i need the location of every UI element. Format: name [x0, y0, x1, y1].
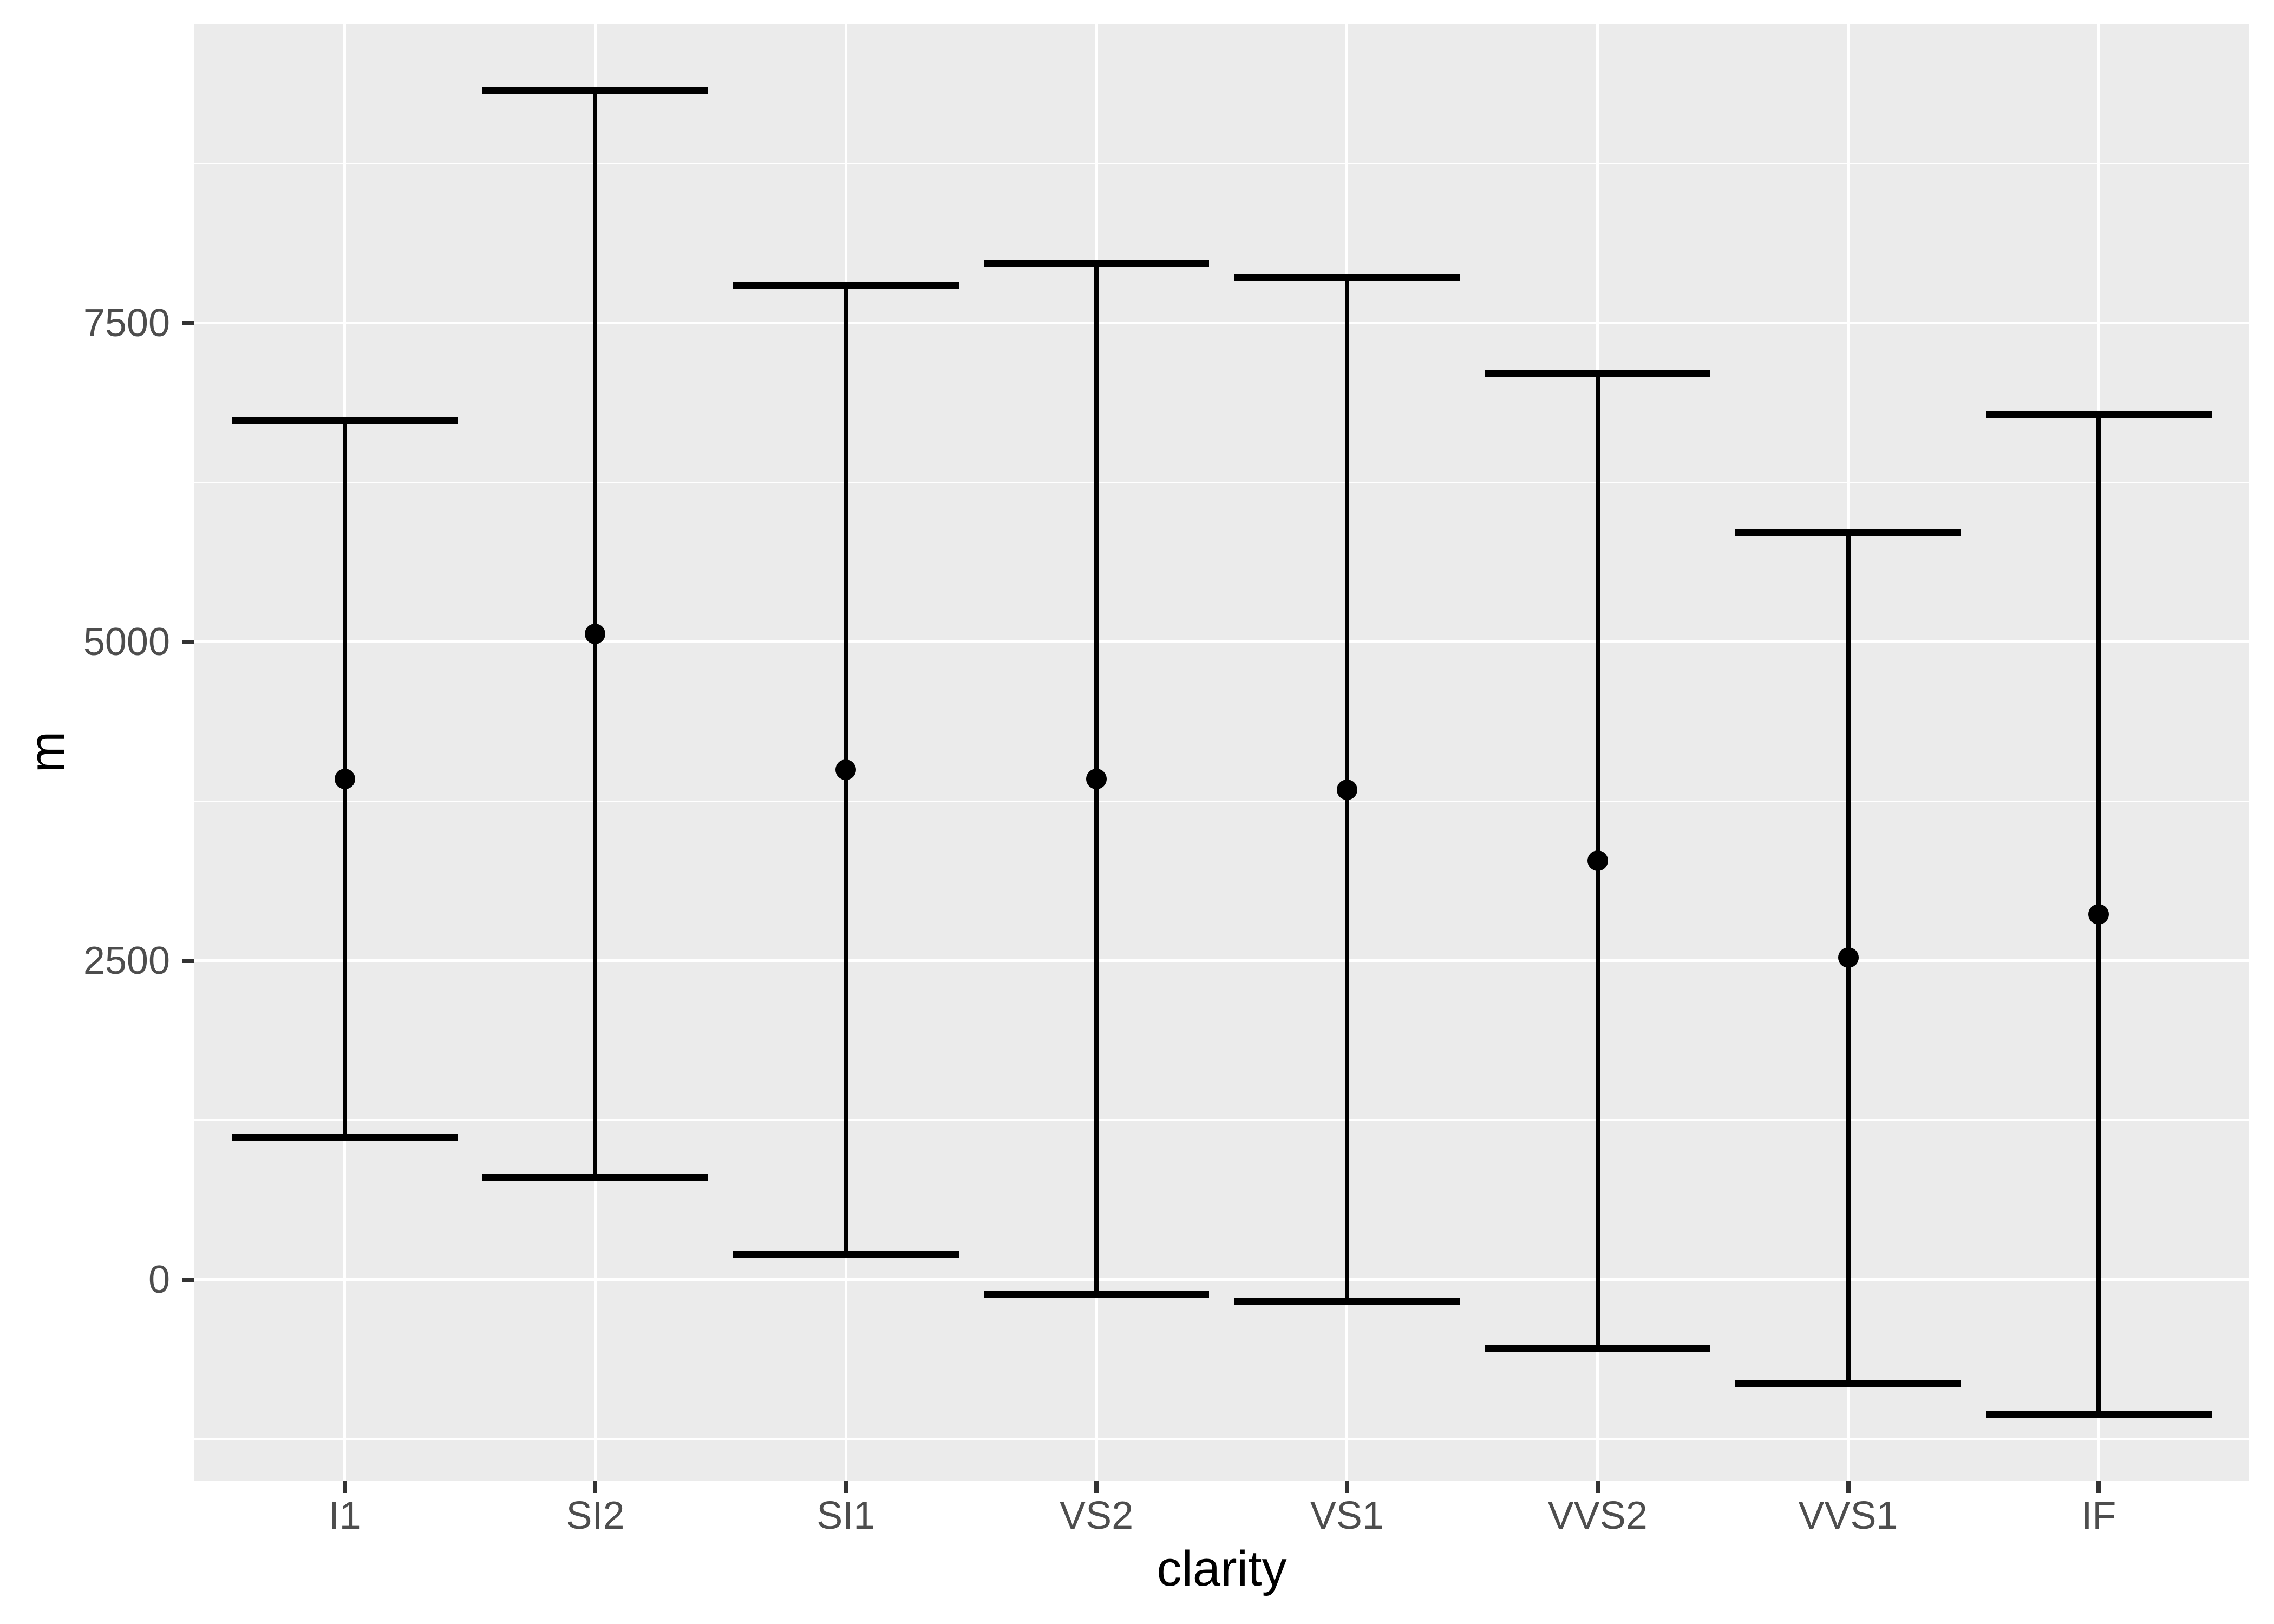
- x-axis-tick: [342, 1481, 347, 1493]
- y-axis-tick: [182, 320, 194, 325]
- y-axis-tick: [182, 1277, 194, 1282]
- mean-point: [585, 623, 606, 644]
- errorbar-cap-bottom: [1234, 1298, 1460, 1305]
- x-axis-tick: [1846, 1481, 1851, 1493]
- y-tick-label: 2500: [83, 939, 170, 983]
- mean-point: [835, 759, 857, 781]
- x-tick-label: VS2: [1060, 1494, 1134, 1537]
- h-gridline-major: [194, 640, 2249, 644]
- errorbar-cap-top: [733, 281, 959, 289]
- y-axis-tick: [182, 639, 194, 644]
- h-gridline-major: [194, 1278, 2249, 1281]
- x-axis-tick: [2096, 1481, 2101, 1493]
- h-gridline-minor: [194, 481, 2249, 483]
- errorbar-cap-top: [1485, 369, 1710, 377]
- x-tick-label: VVS1: [1798, 1494, 1898, 1537]
- x-axis-tick: [1094, 1481, 1099, 1493]
- mean-point: [1086, 768, 1107, 789]
- x-axis-tick: [1344, 1481, 1349, 1493]
- y-tick-label: 5000: [83, 620, 170, 664]
- errorbar-cap-bottom: [482, 1174, 708, 1181]
- x-axis-tick: [844, 1481, 848, 1493]
- errorbar-cap-top: [1986, 410, 2212, 418]
- y-tick-label: 0: [148, 1258, 170, 1301]
- x-axis-tick: [1595, 1481, 1600, 1493]
- errorbar-cap-top: [1735, 528, 1961, 536]
- errorbar-cap-bottom: [1735, 1379, 1961, 1387]
- x-tick-label: IF: [2081, 1494, 2116, 1537]
- errorbar-cap-top: [232, 417, 458, 425]
- mean-point: [1587, 850, 1608, 872]
- x-tick-label: SI1: [816, 1494, 875, 1537]
- mean-point: [2088, 903, 2109, 925]
- x-tick-label: VS1: [1310, 1494, 1384, 1537]
- errorbar-cap-top: [1234, 274, 1460, 282]
- errorbar-cap-bottom: [1485, 1345, 1710, 1352]
- x-axis-title: clarity: [1156, 1541, 1287, 1596]
- x-tick-label: I1: [328, 1494, 361, 1537]
- y-tick-label: 7500: [83, 301, 170, 345]
- errorbar-cap-top: [983, 260, 1210, 267]
- mean-point: [1838, 947, 1859, 968]
- errorbar-cap-bottom: [232, 1134, 458, 1141]
- errorbar-cap-bottom: [1986, 1411, 2212, 1418]
- h-gridline-major: [194, 959, 2249, 962]
- errorbar-cap-bottom: [983, 1291, 1210, 1298]
- h-gridline-minor: [194, 1438, 2249, 1440]
- x-axis-tick: [593, 1481, 598, 1493]
- plot-panel: [194, 24, 2249, 1481]
- mean-point: [1336, 780, 1357, 801]
- y-axis-tick: [182, 958, 194, 963]
- h-gridline-minor: [194, 1119, 2249, 1121]
- errorbar-cap-top: [482, 86, 708, 94]
- h-gridline-major: [194, 322, 2249, 325]
- x-tick-label: SI2: [566, 1494, 625, 1537]
- h-gridline-minor: [194, 800, 2249, 802]
- errorbar-cap-bottom: [733, 1250, 959, 1258]
- h-gridline-minor: [194, 162, 2249, 165]
- mean-point: [334, 769, 355, 790]
- x-tick-label: VVS2: [1547, 1494, 1648, 1537]
- y-axis-title: m: [19, 731, 75, 773]
